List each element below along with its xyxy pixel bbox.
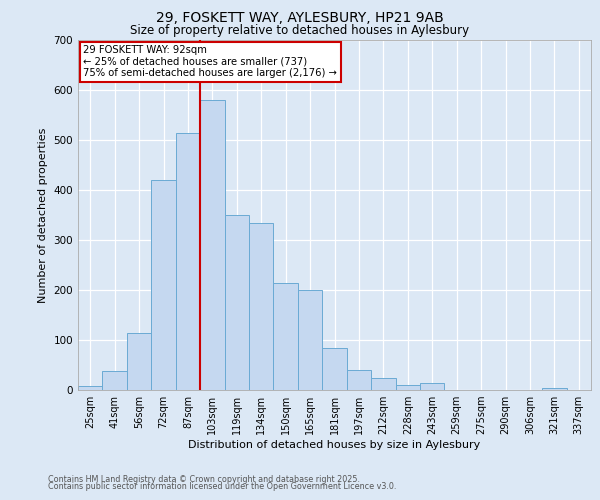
Y-axis label: Number of detached properties: Number of detached properties [38, 128, 48, 302]
Bar [176, 132, 200, 390]
Bar [78, 386, 103, 390]
X-axis label: Distribution of detached houses by size in Aylesbury: Distribution of detached houses by size … [188, 440, 481, 450]
Bar [249, 222, 274, 390]
Bar [151, 180, 176, 390]
Bar [395, 385, 420, 390]
Bar [542, 388, 566, 390]
Bar [322, 348, 347, 390]
Bar [347, 370, 371, 390]
Text: Contains HM Land Registry data © Crown copyright and database right 2025.: Contains HM Land Registry data © Crown c… [48, 475, 360, 484]
Bar [298, 290, 322, 390]
Bar [200, 100, 224, 390]
Bar [127, 332, 151, 390]
Bar [371, 378, 395, 390]
Bar [103, 371, 127, 390]
Text: 29, FOSKETT WAY, AYLESBURY, HP21 9AB: 29, FOSKETT WAY, AYLESBURY, HP21 9AB [156, 11, 444, 25]
Bar [224, 215, 249, 390]
Text: Contains public sector information licensed under the Open Government Licence v3: Contains public sector information licen… [48, 482, 397, 491]
Bar [420, 382, 445, 390]
Text: Size of property relative to detached houses in Aylesbury: Size of property relative to detached ho… [130, 24, 470, 37]
Text: 29 FOSKETT WAY: 92sqm
← 25% of detached houses are smaller (737)
75% of semi-det: 29 FOSKETT WAY: 92sqm ← 25% of detached … [83, 46, 337, 78]
Bar [274, 282, 298, 390]
